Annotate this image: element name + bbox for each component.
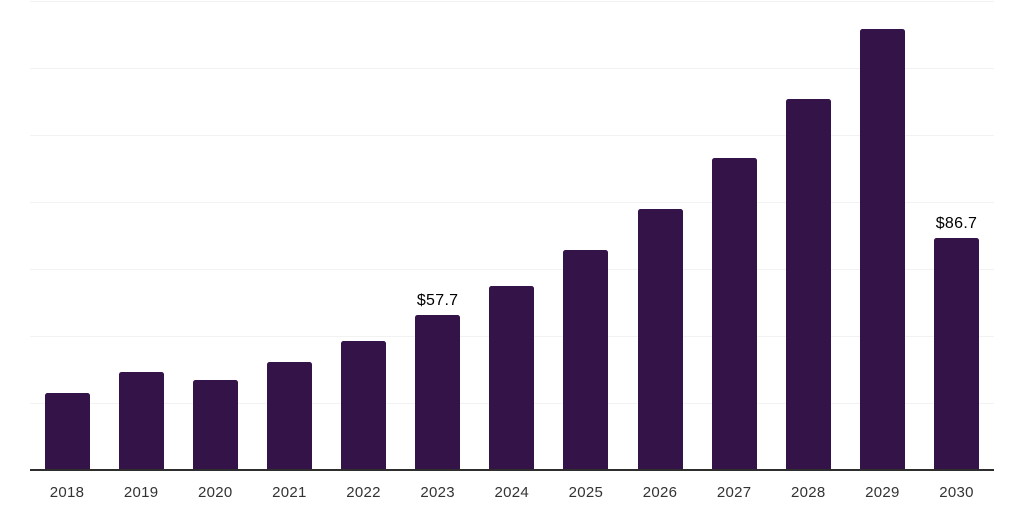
bar-2026 bbox=[637, 208, 683, 470]
bar-2023 bbox=[415, 315, 461, 470]
x-tick-2026: 2026 bbox=[642, 484, 678, 501]
x-tick-2022: 2022 bbox=[346, 484, 381, 501]
bar-2024 bbox=[489, 285, 535, 470]
x-tick-2024: 2024 bbox=[494, 484, 530, 501]
x-tick-2021: 2021 bbox=[272, 484, 307, 501]
bar-2019 bbox=[118, 372, 164, 470]
x-tick-2027: 2027 bbox=[716, 484, 752, 501]
bar-2027 bbox=[711, 158, 757, 470]
gridline-100 bbox=[30, 202, 994, 203]
bar-2028 bbox=[785, 99, 831, 470]
gridline-150 bbox=[30, 68, 994, 69]
x-tick-2018: 2018 bbox=[49, 484, 85, 501]
bar-2018 bbox=[44, 393, 90, 470]
bar-2021 bbox=[266, 362, 312, 470]
gridline-125 bbox=[30, 135, 994, 136]
x-tick-2025: 2025 bbox=[568, 484, 604, 501]
bar-value-label-2023: $57.7 bbox=[416, 292, 459, 310]
bar-value-label-2030: $86.7 bbox=[935, 214, 978, 232]
x-tick-2030: 2030 bbox=[939, 484, 974, 501]
x-tick-2029: 2029 bbox=[865, 484, 900, 501]
x-tick-2028: 2028 bbox=[790, 484, 826, 501]
x-tick-2023: 2023 bbox=[420, 484, 455, 501]
bar-2022 bbox=[341, 340, 386, 470]
bar-2020 bbox=[192, 379, 238, 470]
gridline-75 bbox=[30, 269, 994, 270]
x-tick-2019: 2019 bbox=[123, 484, 159, 501]
bar-2030 bbox=[934, 237, 979, 470]
x-tick-2020: 2020 bbox=[197, 484, 233, 501]
bar-2025 bbox=[563, 249, 609, 470]
bar-2029 bbox=[859, 29, 905, 470]
gridline-175 bbox=[30, 1, 994, 2]
x-axis-line bbox=[30, 469, 994, 471]
